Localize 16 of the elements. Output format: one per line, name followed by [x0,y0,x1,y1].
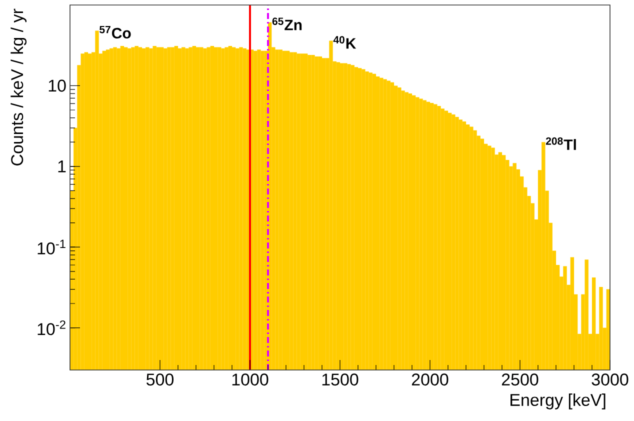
y-tick-label: 10$^{-2}$ [38,320,66,336]
y-tick-label: 10 [48,80,66,92]
annotation: $^{208}$Tl [546,137,576,150]
annotation: $^{65}$Zn [272,18,302,30]
y-axis-title: Counts / keV / kg / yr [10,8,27,166]
annotation: $^{40}$K [333,36,356,49]
x-tick-label: 3000 [592,374,628,386]
x-tick-label: 2000 [412,374,448,386]
y-tick-label: 10$^{-1}$ [38,240,66,254]
x-tick-label: 500 [146,374,174,386]
y-tick-label: 1 [58,160,66,172]
x-axis-title: Energy [keV] [510,394,606,410]
x-tick-label: 2500 [502,374,538,386]
x-tick-label: 1000 [232,374,268,386]
x-tick-label: 1500 [322,374,358,386]
annotation: $^{57}$Co [100,26,131,39]
